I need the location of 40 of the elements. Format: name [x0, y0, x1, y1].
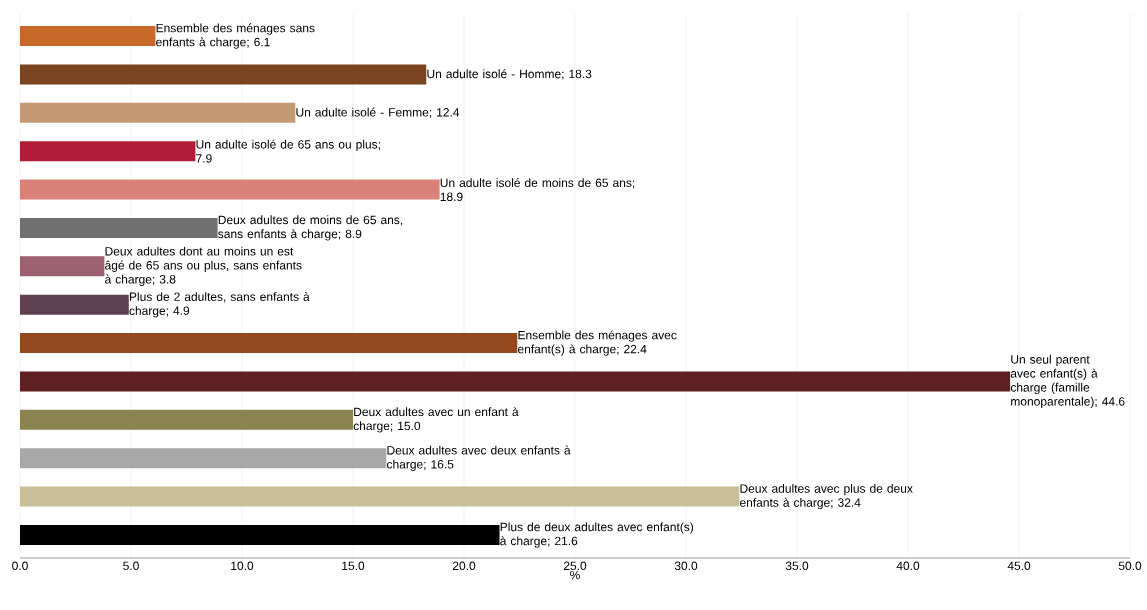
- data-label: Plus de deux adultes avec enfant(s) à charge; 21.6: [500, 522, 694, 548]
- data-label: Un adulte isolé - Femme; 12.4: [296, 107, 460, 118]
- x-tick-label: 35.0: [785, 561, 809, 571]
- x-tick-label: 25.0: [563, 561, 587, 571]
- data-label: Deux adultes de moins de 65 ans, sans enfants à charge; 8.9: [218, 215, 403, 241]
- x-tick-label: 30.0: [674, 561, 698, 571]
- bar: [20, 26, 156, 47]
- bar: [20, 333, 518, 354]
- data-label: Ensemble des ménages sans enfants à charge; 6.1: [156, 23, 315, 49]
- x-axis-title: %: [570, 570, 580, 580]
- x-tick-label: 45.0: [1007, 561, 1031, 571]
- bar: [20, 141, 196, 162]
- x-tick-label: 50.0: [1118, 561, 1142, 571]
- bar: [20, 179, 440, 200]
- data-label: Un adulte isolé de 65 ans ou plus; 7.9: [196, 139, 380, 163]
- bar: [20, 486, 740, 507]
- data-label: Ensemble des ménages avec enfant(s) à charge; 22.4: [517, 330, 677, 356]
- data-label: Plus de 2 adultes, sans enfants à charge; 4.9: [129, 292, 310, 318]
- data-label: Deux adultes avec plus de deux enfants à charge; 32.4: [739, 484, 913, 510]
- x-tick-label: 0.0: [12, 561, 28, 571]
- bar: [20, 409, 353, 430]
- bar: [20, 448, 387, 469]
- bar: [20, 371, 1011, 392]
- bar: [20, 524, 500, 545]
- x-tick-label: 5.0: [123, 561, 139, 571]
- data-label: Un seul parent avec enfant(s) à charge (famille monoparentale); 44.6: [1010, 354, 1125, 409]
- bar: [20, 102, 296, 123]
- bar: [20, 256, 105, 277]
- bar: [20, 64, 427, 85]
- data-label: Deux adultes avec un enfant à charge; 15.0: [353, 407, 519, 433]
- data-label: Deux adultes dont au moins un est âgé de 65 ans ou plus, sans enfants à charge; 3.8: [105, 246, 302, 286]
- x-tick-label: 20.0: [452, 561, 476, 571]
- data-label: Un adulte isolé de moins de 65 ans; 18.9: [440, 178, 635, 202]
- data-label: Deux adultes avec deux enfants à charge; 16.5: [387, 445, 571, 471]
- x-tick-label: 10.0: [231, 561, 254, 571]
- x-tick-label: 15.0: [342, 561, 365, 571]
- x-tick-label: 40.0: [896, 561, 920, 571]
- data-label: Un adulte isolé - Homme; 18.3: [427, 69, 592, 80]
- bar: [20, 294, 129, 315]
- bar: [20, 217, 218, 238]
